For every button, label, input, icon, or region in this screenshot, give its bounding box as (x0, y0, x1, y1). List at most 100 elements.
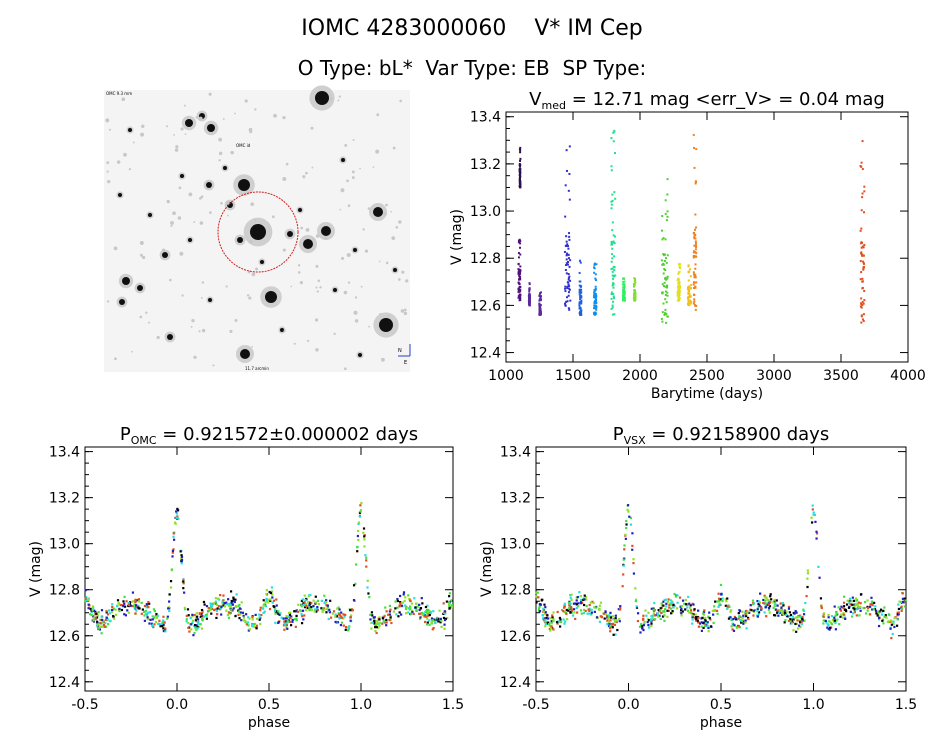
data-point (568, 606, 571, 610)
data-point (95, 616, 99, 619)
data-point (614, 274, 617, 277)
data-point (188, 630, 191, 633)
data-point (407, 607, 410, 610)
data-point (225, 601, 228, 604)
data-point (570, 606, 573, 609)
data-point (383, 621, 386, 624)
data-point (613, 269, 616, 272)
data-point (285, 626, 288, 629)
data-point (691, 614, 694, 617)
data-point (402, 593, 405, 596)
data-point (703, 621, 706, 624)
finder-noise (139, 241, 144, 245)
data-point (550, 622, 553, 625)
data-point (304, 598, 307, 602)
data-point (695, 242, 698, 245)
data-point (632, 562, 635, 565)
data-point (282, 624, 286, 627)
data-point (802, 613, 806, 616)
data-point (611, 241, 614, 244)
data-point (399, 594, 402, 598)
data-point (305, 604, 308, 608)
data-point (610, 268, 613, 271)
data-point (518, 277, 521, 280)
data-point (175, 512, 178, 515)
data-point (863, 299, 866, 302)
data-point (758, 604, 761, 607)
finder-noise (271, 215, 275, 219)
data-point (218, 598, 221, 601)
finder-star (167, 334, 173, 340)
y-tick-label: 12.8 (470, 251, 501, 267)
data-point (696, 619, 699, 622)
data-point (144, 612, 148, 615)
data-point (528, 301, 531, 304)
data-point (573, 611, 576, 614)
data-point (328, 608, 331, 611)
data-point (166, 615, 169, 618)
data-point (619, 607, 622, 610)
data-point (385, 618, 388, 622)
data-point (614, 633, 617, 636)
data-point (210, 612, 213, 615)
data-point (860, 321, 863, 324)
data-point (282, 617, 285, 620)
data-point (577, 602, 580, 605)
data-point (244, 621, 247, 624)
data-point (430, 621, 433, 624)
data-point (634, 279, 637, 282)
data-point (528, 287, 531, 290)
y-tick-label: 13.0 (470, 204, 501, 220)
data-point (595, 616, 599, 619)
data-point (431, 628, 434, 631)
data-point (642, 614, 645, 617)
finder-noise (234, 112, 236, 115)
data-point (695, 304, 698, 307)
data-point (764, 606, 767, 609)
data-point (801, 615, 804, 619)
data-point (539, 312, 542, 315)
data-point (389, 615, 393, 618)
data-point (180, 557, 183, 560)
data-point (849, 603, 852, 606)
data-point (678, 265, 681, 268)
data-point (316, 599, 319, 602)
data-point (850, 600, 853, 603)
finder-noise (218, 137, 223, 142)
data-point (196, 615, 199, 618)
data-point (618, 617, 621, 621)
data-point (570, 598, 573, 601)
data-point (179, 550, 182, 553)
data-point (405, 612, 408, 615)
finder-noise (397, 278, 401, 281)
data-point (681, 599, 685, 602)
data-point (247, 629, 250, 632)
data-point (662, 600, 665, 603)
data-point (187, 626, 190, 629)
data-point (578, 304, 581, 307)
data-point (677, 291, 680, 294)
finder-noise (375, 149, 380, 154)
data-point (87, 607, 90, 610)
data-point (756, 599, 759, 603)
data-point (707, 630, 710, 633)
data-point (416, 605, 419, 608)
finder-noise (114, 357, 117, 361)
data-point (804, 601, 807, 605)
data-point (612, 286, 615, 289)
data-point (305, 609, 308, 612)
data-point (389, 608, 392, 611)
data-point (294, 610, 297, 613)
data-point (612, 300, 615, 303)
data-point (438, 609, 441, 612)
data-point (859, 593, 863, 596)
data-point (105, 616, 108, 619)
finder-noise (360, 285, 363, 288)
data-point (883, 615, 886, 618)
data-point (135, 605, 138, 608)
data-point (92, 606, 95, 609)
finder-noise (181, 294, 184, 297)
data-point (878, 610, 881, 613)
x-tick-label: 1500 (555, 368, 591, 384)
data-point (855, 598, 859, 601)
